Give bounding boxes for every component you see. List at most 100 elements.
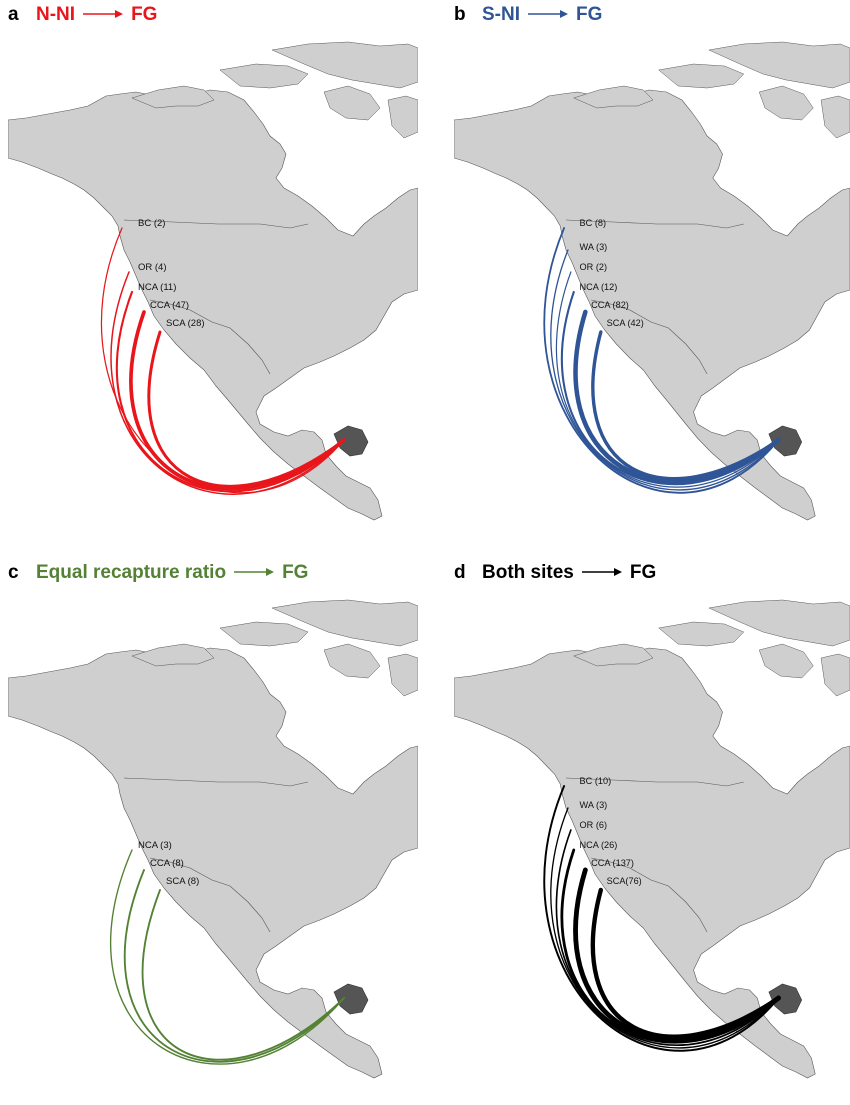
site-label-nca: NCA (26) [580, 840, 618, 850]
route-or [555, 271, 780, 488]
arctic-island [131, 643, 215, 667]
target-label: FG [576, 4, 603, 25]
arctic-island [271, 599, 418, 647]
arctic-island [658, 63, 745, 89]
panel-letter: b [454, 4, 466, 25]
us-mexico-border [591, 857, 708, 933]
panel-letter: d [454, 562, 466, 583]
land-layer [8, 599, 418, 1079]
route-layer [543, 784, 781, 1052]
panel-d: d Both sites FG BC (10) WA (3) OR (6) NCA (… [446, 558, 850, 1105]
route-or [110, 271, 345, 495]
route-sca [591, 330, 781, 481]
migration-map: BC (2) OR (4) NCA (11) CCA (47) SCA (28) [8, 41, 418, 521]
site-label-or: OR (4) [138, 262, 167, 273]
site-label-sca: SCA(76) [607, 876, 642, 886]
arctic-island [387, 653, 418, 697]
site-label-sca: SCA (28) [166, 318, 205, 329]
target-label: FG [131, 4, 158, 25]
site-label-or: OR (6) [580, 820, 608, 830]
north-america-land [8, 89, 418, 521]
land-layer [8, 41, 418, 521]
panel-header: c Equal recapture ratio FG [8, 560, 308, 586]
panel-letter: c [8, 562, 19, 583]
panel-header: d Both sites FG [454, 560, 656, 586]
us-canada-border [566, 777, 744, 787]
us-canada-border [566, 219, 744, 229]
target-label: FG [282, 562, 309, 583]
migration-map: BC (8) WA (3) OR (2) NCA (12) CCA (82) SCA (4… [454, 41, 850, 521]
route-sca [147, 330, 346, 488]
route-layer [110, 849, 345, 1065]
arctic-island [820, 95, 850, 139]
arctic-island [708, 41, 850, 89]
label-layer: BC (10) WA (3) OR (6) NCA (26) CCA (137) SCA(… [580, 776, 642, 886]
source-label: N-NI [36, 4, 76, 25]
label-layer: NCA (3) CCA (8) SCA (8) [138, 840, 199, 887]
route-cca [129, 310, 346, 491]
route-cca [573, 867, 781, 1042]
migration-map: NCA (3) CCA (8) SCA (8) [8, 599, 418, 1079]
north-america-land [8, 647, 418, 1079]
route-cca [123, 869, 345, 1063]
site-label-cca: CCA (47) [150, 300, 189, 311]
destination-region [768, 425, 803, 457]
route-bc [543, 784, 780, 1052]
route-sca [590, 887, 781, 1039]
site-label-bc: BC (2) [138, 218, 165, 229]
source-label: Both sites [482, 562, 574, 583]
arctic-island [573, 643, 654, 667]
arctic-island [387, 95, 418, 139]
site-label-wa: WA (3) [580, 242, 608, 252]
arctic-island [271, 41, 418, 89]
panel-a: a N-NI FG BC (2) OR (4) NCA (11) CCA (47) SC… [0, 0, 425, 547]
arrow-icon [234, 562, 275, 584]
land-layer [454, 41, 850, 521]
panel-header: b S-NI FG [454, 2, 602, 28]
route-cca [573, 309, 781, 484]
us-mexico-border [149, 857, 271, 933]
land-layer [454, 599, 850, 1079]
arctic-island [708, 599, 850, 647]
migration-map: BC (10) WA (3) OR (6) NCA (26) CCA (137) SCA(… [454, 599, 850, 1079]
arctic-island [758, 85, 814, 121]
route-sca [141, 889, 345, 1061]
label-layer: BC (2) OR (4) NCA (11) CCA (47) SCA (28) [138, 218, 205, 329]
route-nca [110, 849, 345, 1065]
site-label-nca: NCA (3) [138, 840, 172, 851]
site-label-sca: SCA (42) [607, 318, 644, 328]
route-nca [115, 290, 346, 493]
arctic-island [219, 621, 309, 647]
destination-region [333, 425, 369, 457]
arctic-island [820, 653, 850, 697]
arrow-icon [581, 562, 622, 584]
panel-header: a N-NI FG [8, 2, 157, 28]
site-label-or: OR (2) [580, 262, 608, 272]
route-layer [543, 227, 781, 494]
arctic-island [658, 621, 745, 647]
site-label-nca: NCA (12) [580, 282, 618, 292]
site-label-nca: NCA (11) [138, 282, 176, 293]
site-label-cca: CCA (8) [150, 858, 184, 869]
arctic-island [131, 85, 215, 109]
north-america-land [454, 647, 850, 1079]
panel-letter: a [8, 4, 19, 25]
arctic-island [758, 643, 814, 679]
label-layer: BC (8) WA (3) OR (2) NCA (12) CCA (82) SCA (4… [580, 218, 644, 328]
site-label-wa: WA (3) [580, 800, 608, 810]
source-label: S-NI [482, 4, 520, 25]
arctic-island [573, 85, 654, 109]
site-label-bc: BC (8) [580, 218, 606, 228]
site-label-sca: SCA (8) [166, 876, 199, 887]
arrow-icon [83, 4, 124, 26]
us-mexico-border [591, 299, 708, 375]
panel-c: c Equal recapture ratio FG NCA (3) CCA (8… [0, 558, 425, 1105]
us-canada-border [123, 777, 309, 787]
us-canada-border [123, 219, 309, 229]
panel-b: b S-NI FG BC (8) WA (3) OR (2) NCA (12) CCA … [446, 0, 850, 547]
source-label: Equal recapture ratio [36, 562, 227, 583]
site-label-cca: CCA (137) [591, 858, 634, 868]
destination-region [333, 983, 369, 1015]
north-america-land [454, 89, 850, 521]
us-mexico-border [149, 299, 271, 375]
